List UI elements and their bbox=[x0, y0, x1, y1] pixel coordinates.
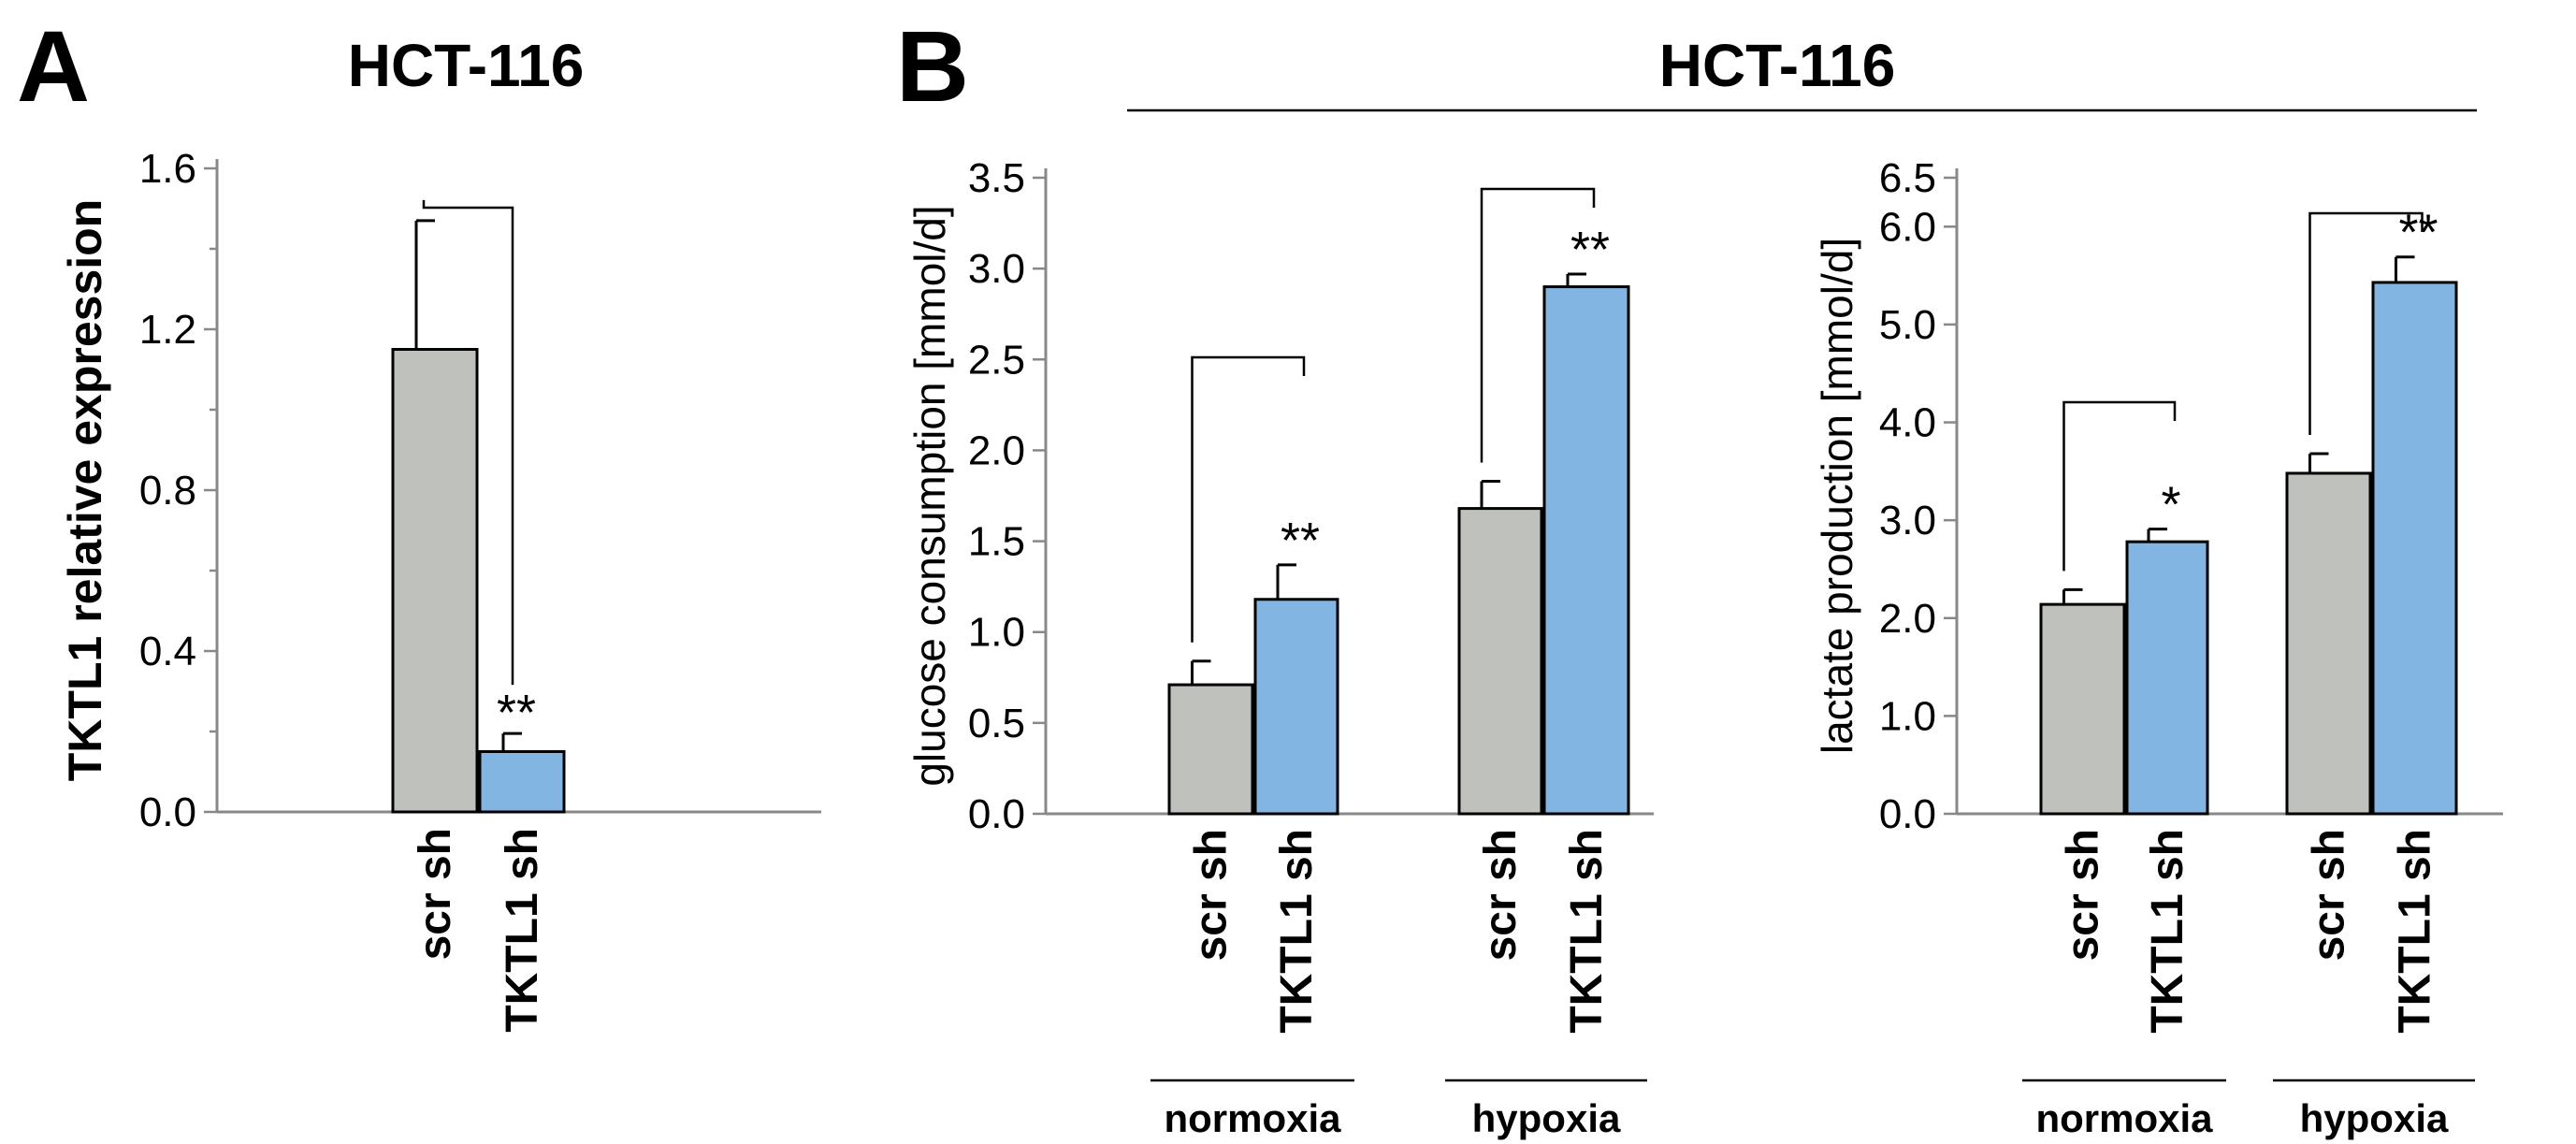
bar bbox=[1457, 507, 1543, 816]
y-axis-label: TKTL1 relative expression bbox=[59, 199, 111, 781]
group-label: hypoxia bbox=[1472, 1096, 1621, 1140]
significance-label: * bbox=[2161, 477, 2180, 533]
bar bbox=[1167, 683, 1254, 816]
panel-a-title: HCT-116 bbox=[348, 32, 585, 99]
significance-label: ** bbox=[497, 685, 536, 741]
category-label: TKTL1 sh bbox=[2143, 829, 2192, 1034]
significance-bracket bbox=[2062, 400, 2177, 572]
category-label: TKTL1 sh bbox=[1272, 829, 1322, 1034]
y-axis-label: lactate production [mmol/d] bbox=[1813, 238, 1861, 754]
panel-b-letter: B bbox=[896, 9, 969, 123]
bar bbox=[1253, 598, 1339, 816]
y-tick-label: 1.2 bbox=[139, 307, 196, 353]
group-label: normoxia bbox=[1164, 1096, 1341, 1140]
y-tick-label: 0.5 bbox=[968, 701, 1025, 746]
y-tick-label: 6.5 bbox=[1879, 155, 1936, 201]
y-tick-label: 2.5 bbox=[968, 337, 1025, 383]
group-label: normoxia bbox=[2035, 1096, 2213, 1140]
y-axis-label: glucose consumption [mmol/d] bbox=[905, 205, 954, 786]
significance-label: ** bbox=[1570, 222, 1610, 278]
y-tick-label: 1.0 bbox=[968, 610, 1025, 656]
panel-b-title: HCT-116 bbox=[1659, 32, 1896, 99]
bar bbox=[2125, 540, 2209, 816]
bar bbox=[1542, 285, 1630, 816]
y-tick-label: 1.5 bbox=[968, 519, 1025, 565]
y-tick-label: 0.0 bbox=[1879, 791, 1936, 837]
chart-tktl1-expression: 0.0 0.4 0.8 1.2 1.6 TKTL1 relative expression… bbox=[59, 146, 821, 1033]
panel-a-letter: A bbox=[17, 9, 90, 123]
category-label: TKTL1 sh bbox=[498, 828, 547, 1033]
y-tick-label: 6.0 bbox=[1879, 204, 1936, 250]
y-tick-label: 0.0 bbox=[968, 791, 1025, 837]
category-label: scr sh bbox=[1476, 829, 1526, 961]
category-label: scr sh bbox=[2059, 829, 2108, 961]
category-label: scr sh bbox=[1187, 829, 1237, 961]
y-tick-label: 1.6 bbox=[139, 146, 196, 192]
y-tick-label: 4.0 bbox=[1879, 400, 1936, 446]
significance-bracket bbox=[1480, 187, 1596, 463]
y-tick-label: 0.0 bbox=[139, 789, 196, 835]
y-tick-label: 2.0 bbox=[968, 427, 1025, 473]
y-tick-label: 0.8 bbox=[139, 468, 196, 514]
y-tick-label: 1.0 bbox=[1879, 693, 1936, 739]
bar bbox=[2285, 471, 2372, 816]
y-tick-label: 3.0 bbox=[1879, 498, 1936, 543]
category-label: TKTL1 sh bbox=[1562, 829, 1612, 1034]
bar bbox=[478, 750, 566, 814]
significance-bracket bbox=[2308, 211, 2424, 436]
significance-bracket bbox=[1191, 355, 1306, 643]
y-tick-label: 0.4 bbox=[139, 629, 196, 674]
category-label: TKTL1 sh bbox=[2391, 829, 2440, 1034]
bar bbox=[2371, 281, 2458, 816]
significance-label: ** bbox=[1281, 513, 1320, 569]
category-label: scr sh bbox=[2305, 829, 2354, 961]
bar bbox=[2039, 602, 2126, 816]
y-tick-label: 5.0 bbox=[1879, 302, 1936, 348]
y-tick-label: 2.0 bbox=[1879, 596, 1936, 642]
category-label: scr sh bbox=[411, 828, 460, 960]
y-tick-label: 3.5 bbox=[968, 155, 1025, 201]
group-label: hypoxia bbox=[2300, 1096, 2449, 1140]
significance-label: ** bbox=[2398, 205, 2438, 261]
significance-bracket bbox=[422, 199, 514, 686]
chart-lactate-production: 0.0 1.0 2.0 3.0 4.0 5.0 6.06.5 lactate producti… bbox=[1813, 155, 2503, 1140]
chart-glucose-consumption: 0.0 0.5 1.0 1.5 2.0 2.5 3.0 3.5 glucose consumpt… bbox=[905, 155, 1654, 1140]
bar bbox=[391, 348, 479, 814]
y-tick-label: 3.0 bbox=[968, 246, 1025, 292]
